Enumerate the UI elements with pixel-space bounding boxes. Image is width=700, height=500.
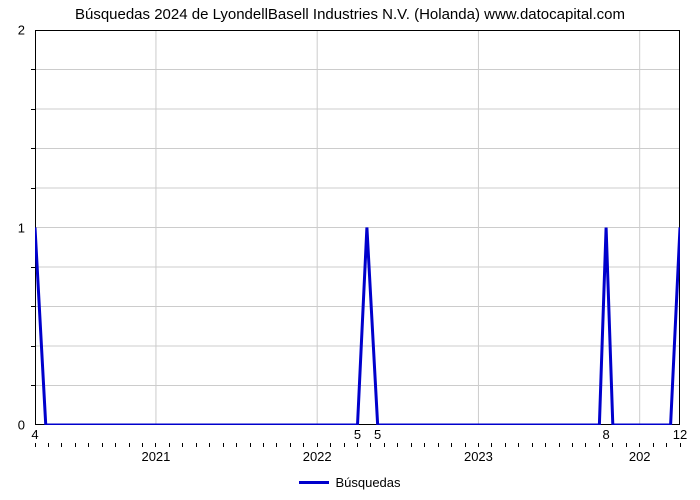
y-minor-tick [31, 306, 35, 307]
x-minor-tick [599, 443, 600, 447]
x-minor-tick [478, 443, 479, 447]
x-minor-tick [491, 443, 492, 447]
x-minor-tick [559, 443, 560, 447]
x-minor-tick [639, 443, 640, 447]
x-minor-tick [344, 443, 345, 447]
y-minor-tick [31, 148, 35, 149]
x-minor-tick [330, 443, 331, 447]
x-year-label: 2023 [464, 449, 493, 464]
y-minor-tick [31, 188, 35, 189]
x-year-label: 2022 [303, 449, 332, 464]
chart-plot [35, 30, 680, 425]
x-minor-tick [209, 443, 210, 447]
x-top-label: 8 [602, 427, 609, 442]
x-minor-tick [142, 443, 143, 447]
y-minor-tick [31, 109, 35, 110]
x-minor-tick [35, 443, 36, 447]
x-minor-tick [317, 443, 318, 447]
chart-title: Búsquedas 2024 de LyondellBasell Industr… [0, 6, 700, 23]
y-tick-label: 0 [0, 418, 25, 433]
x-top-label: 5 [374, 427, 381, 442]
x-minor-tick [680, 443, 681, 447]
x-minor-tick [155, 443, 156, 447]
x-minor-tick [518, 443, 519, 447]
legend-label: Búsquedas [335, 475, 400, 490]
x-minor-tick [303, 443, 304, 447]
x-year-label: 202 [629, 449, 651, 464]
x-minor-tick [290, 443, 291, 447]
y-minor-tick [31, 346, 35, 347]
x-minor-tick [182, 443, 183, 447]
x-minor-tick [505, 443, 506, 447]
x-minor-tick [451, 443, 452, 447]
x-minor-tick [196, 443, 197, 447]
y-tick-label: 2 [0, 23, 25, 38]
y-minor-tick [31, 385, 35, 386]
x-minor-tick [424, 443, 425, 447]
x-minor-tick [585, 443, 586, 447]
x-minor-tick [397, 443, 398, 447]
x-minor-tick [384, 443, 385, 447]
chart-container: Búsquedas 2024 de LyondellBasell Industr… [0, 0, 700, 500]
legend-swatch [299, 481, 329, 484]
x-minor-tick [572, 443, 573, 447]
x-minor-tick [61, 443, 62, 447]
x-minor-tick [75, 443, 76, 447]
x-minor-tick [263, 443, 264, 447]
x-minor-tick [115, 443, 116, 447]
x-minor-tick [612, 443, 613, 447]
x-minor-tick [653, 443, 654, 447]
x-minor-tick [88, 443, 89, 447]
y-minor-tick [31, 267, 35, 268]
x-minor-tick [223, 443, 224, 447]
x-minor-tick [626, 443, 627, 447]
x-minor-tick [357, 443, 358, 447]
x-minor-tick [545, 443, 546, 447]
y-tick-label: 1 [0, 220, 25, 235]
x-minor-tick [532, 443, 533, 447]
y-minor-tick [31, 69, 35, 70]
x-year-label: 2021 [141, 449, 170, 464]
x-minor-tick [438, 443, 439, 447]
x-top-label: 4 [31, 427, 38, 442]
x-top-label: 12 [673, 427, 687, 442]
x-minor-tick [276, 443, 277, 447]
x-minor-tick [666, 443, 667, 447]
chart-legend: Búsquedas [0, 475, 700, 490]
x-minor-tick [48, 443, 49, 447]
x-top-label: 5 [354, 427, 361, 442]
x-minor-tick [102, 443, 103, 447]
x-minor-tick [250, 443, 251, 447]
x-minor-tick [169, 443, 170, 447]
x-minor-tick [370, 443, 371, 447]
x-minor-tick [129, 443, 130, 447]
x-minor-tick [236, 443, 237, 447]
x-minor-tick [465, 443, 466, 447]
x-minor-tick [411, 443, 412, 447]
